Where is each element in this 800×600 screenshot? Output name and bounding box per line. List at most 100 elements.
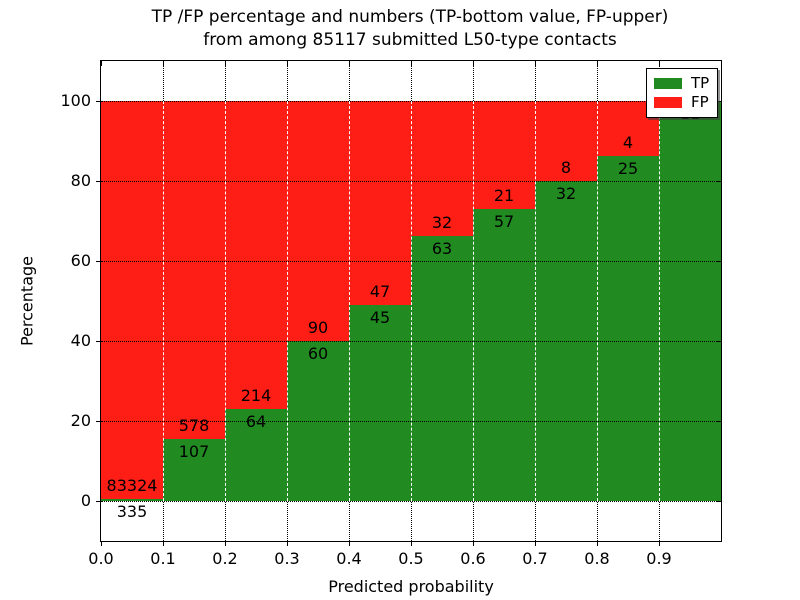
chart-title: TP /FP percentage and numbers (TP-bottom… [100, 6, 720, 52]
bar-edge-dashed [287, 101, 288, 501]
plot-area: Percentage Predicted probability TP FP 8… [18, 60, 722, 596]
legend: TP FP [646, 68, 719, 118]
x-tick-label: 0.1 [150, 549, 176, 568]
tp-bar-segment [163, 438, 225, 501]
tp-bar-segment [101, 499, 163, 501]
x-tick-mark-top [224, 61, 226, 66]
legend-item-tp: TP [654, 74, 709, 93]
tp-bar-segment [473, 208, 535, 501]
x-tick-label: 0.3 [274, 549, 300, 568]
horizontal-gridline [101, 421, 721, 422]
tp-bar-segment [225, 408, 287, 501]
x-tick-label: 0.7 [522, 549, 548, 568]
fp-count-label: 21 [493, 185, 515, 205]
fp-bar-segment [287, 101, 349, 341]
y-tick-mark-right [716, 420, 721, 422]
tp-color-swatch [654, 78, 682, 89]
bar-edge-dashed [411, 101, 412, 501]
tp-count-label: 25 [617, 159, 639, 179]
x-tick-mark [100, 541, 102, 546]
legend-label-fp: FP [691, 93, 709, 111]
fp-bar-segment [163, 101, 225, 439]
fp-bar-segment [411, 101, 473, 236]
y-tick-mark [96, 340, 101, 342]
bar-edge-dashed [225, 101, 226, 501]
tp-bar-segment [411, 235, 473, 501]
x-tick-mark [658, 541, 660, 546]
tp-bar-segment [597, 156, 659, 501]
x-tick-mark [534, 541, 536, 546]
x-tick-mark-top [162, 61, 164, 66]
fp-count-label: 47 [369, 282, 391, 302]
horizontal-gridline [101, 101, 721, 102]
y-tick-label: 80 [70, 171, 91, 190]
bar-edge-dashed [349, 101, 350, 501]
y-tick-mark-right [716, 260, 721, 262]
legend-item-fp: FP [654, 93, 709, 112]
tp-count-label: 107 [178, 441, 210, 461]
fp-count-label: 83324 [106, 476, 158, 496]
y-tick-label: 100 [60, 91, 91, 110]
y-tick-label: 60 [70, 251, 91, 270]
fp-count-label: 4 [622, 133, 634, 153]
tp-count-label: 45 [369, 308, 391, 328]
x-tick-mark-top [658, 61, 660, 66]
fp-bar-segment [101, 101, 163, 500]
tp-count-label: 57 [493, 211, 515, 231]
fp-bar-segment [225, 101, 287, 409]
fp-color-swatch [654, 97, 682, 108]
x-tick-mark-top [534, 61, 536, 66]
horizontal-gridline [101, 501, 721, 502]
x-tick-mark [472, 541, 474, 546]
x-axis-label: Predicted probability [328, 577, 494, 596]
y-tick-mark-right [716, 180, 721, 182]
y-tick-mark-right [716, 340, 721, 342]
x-tick-mark-top [410, 61, 412, 66]
chart-title-line1: TP /FP percentage and numbers (TP-bottom… [151, 7, 669, 27]
fp-bar-segment [535, 101, 597, 181]
x-tick-mark-top [596, 61, 598, 66]
horizontal-gridline [101, 261, 721, 262]
bar-edge-dashed [535, 101, 536, 501]
x-tick-mark [596, 541, 598, 546]
tp-count-label: 335 [116, 502, 148, 522]
y-tick-mark [96, 500, 101, 502]
bar-edge-dashed [659, 101, 660, 501]
fp-count-label: 578 [178, 415, 210, 435]
legend-label-tp: TP [691, 74, 710, 92]
y-tick-mark [96, 180, 101, 182]
fp-count-label: 214 [240, 385, 272, 405]
y-tick-mark [96, 100, 101, 102]
fp-count-label: 32 [431, 212, 453, 232]
horizontal-gridline [101, 181, 721, 182]
x-tick-mark [410, 541, 412, 546]
bar-edge-dashed [163, 101, 164, 501]
x-tick-label: 0.0 [88, 549, 114, 568]
x-tick-label: 0.9 [646, 549, 672, 568]
fp-bar-segment [473, 101, 535, 209]
x-tick-label: 0.6 [460, 549, 486, 568]
x-tick-mark-top [286, 61, 288, 66]
x-tick-mark-top [472, 61, 474, 66]
x-tick-label: 0.8 [584, 549, 610, 568]
y-tick-label: 40 [70, 331, 91, 350]
y-tick-mark [96, 420, 101, 422]
y-tick-mark-right [716, 100, 721, 102]
bar-edge-dashed [597, 101, 598, 501]
y-tick-mark-right [716, 500, 721, 502]
tp-bar-segment [659, 101, 721, 501]
x-tick-mark [224, 541, 226, 546]
x-tick-label: 0.4 [336, 549, 362, 568]
horizontal-gridline [101, 341, 721, 342]
y-tick-label: 0 [80, 491, 91, 510]
y-axis-label: Percentage [17, 255, 37, 347]
tp-count-label: 63 [431, 238, 453, 258]
tp-bar-segment [349, 305, 411, 501]
x-tick-mark [286, 541, 288, 546]
bar-edge-dashed [473, 101, 474, 501]
y-tick-label: 20 [70, 411, 91, 430]
x-tick-mark-top [100, 61, 102, 66]
fp-bar-segment [349, 101, 411, 306]
x-tick-label: 0.2 [212, 549, 238, 568]
